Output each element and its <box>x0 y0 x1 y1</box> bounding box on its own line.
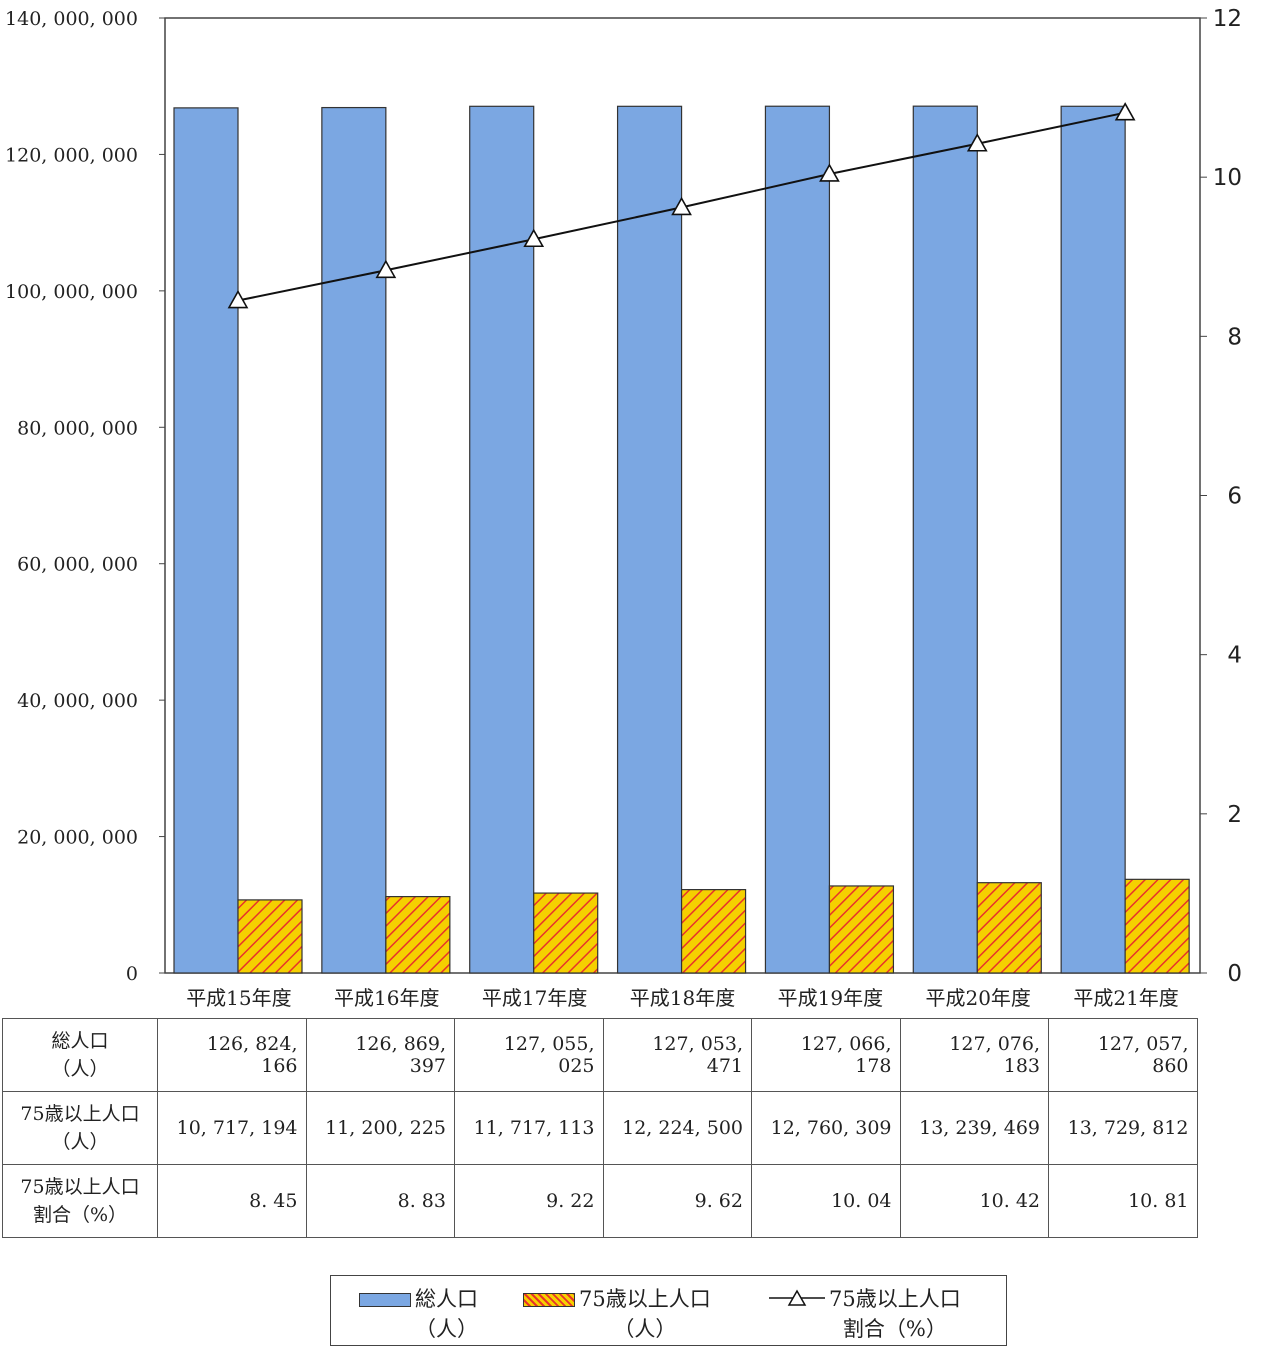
left-tick-label: 60, 000, 000 <box>17 554 138 576</box>
legend-label-ratio: 75歳以上人口 割合（%） <box>829 1287 961 1341</box>
left-tick-label: 0 <box>126 963 138 985</box>
right-tick-label: 10 <box>1213 165 1242 191</box>
bar-elderly <box>828 885 895 974</box>
table-cell: 127, 053, 471 <box>602 1018 752 1092</box>
right-tick-label: 12 <box>1213 6 1242 32</box>
category-label: 平成18年度 <box>630 986 735 1010</box>
table-cell: 10. 04 <box>751 1164 901 1238</box>
table-cell: 127, 055, 025 <box>454 1018 604 1092</box>
table-cell: 9. 22 <box>454 1164 604 1238</box>
table-row-header: 75歳以上人口 （人） <box>2 1091 158 1165</box>
table-row-header: 総人口 （人） <box>2 1018 158 1092</box>
legend-item-total: 総人口 （人） <box>359 1284 478 1344</box>
legend-swatch-total <box>359 1293 411 1307</box>
bar-elderly <box>237 899 303 974</box>
legend-swatch-ratio <box>769 1289 825 1306</box>
bar-total <box>764 105 831 974</box>
legend-label-total: 総人口 （人） <box>415 1287 478 1341</box>
ratio-point-marker <box>671 196 692 216</box>
table-cell: 12, 760, 309 <box>751 1091 901 1165</box>
table-row: 75歳以上人口 （人） 10, 717, 194 11, 200, 225 11, 7… <box>2 1091 1198 1165</box>
right-tick-label: 0 <box>1227 961 1242 987</box>
table-cell: 10, 717, 194 <box>157 1091 307 1165</box>
left-axis-ticks: 0 20, 000, 000 40, 000, 000 60, 000, 000 80,… <box>5 8 165 985</box>
left-tick-label: 100, 000, 000 <box>5 281 138 303</box>
category-label: 平成20年度 <box>925 986 1030 1010</box>
bar-elderly <box>680 889 747 974</box>
left-tick-label: 40, 000, 000 <box>17 690 138 712</box>
table-row: 総人口 （人） 126, 824, 166 126, 869, 397 127, 05… <box>2 1018 1198 1092</box>
category-label: 平成17年度 <box>482 986 587 1010</box>
table-cell: 10. 81 <box>1048 1164 1198 1238</box>
ratio-point-marker <box>819 163 840 182</box>
table-cell: 8. 45 <box>157 1164 307 1238</box>
legend: 総人口 （人） 75歳以上人口 （人） 75歳以上人口 割合（%） <box>330 1275 1007 1346</box>
table-cell: 11, 717, 113 <box>454 1091 604 1165</box>
table-cell: 8. 83 <box>305 1164 455 1238</box>
legend-item-ratio: 75歳以上人口 割合（%） <box>769 1284 961 1344</box>
left-tick-label: 80, 000, 000 <box>17 417 138 439</box>
table-cell: 10. 42 <box>899 1164 1049 1238</box>
table-row-header: 75歳以上人口 割合（%） <box>2 1164 158 1238</box>
left-tick-label: 20, 000, 000 <box>17 827 138 849</box>
table-cell: 12, 224, 500 <box>602 1091 752 1165</box>
table-cell: 127, 057, 860 <box>1048 1018 1198 1092</box>
combo-chart: 0 20, 000, 000 40, 000, 000 60, 000, 000 80,… <box>5 6 1242 1010</box>
category-labels: 平成15年度 平成16年度 平成17年度 平成18年度 平成19年度 平成20年度 平成21… <box>186 986 1179 1010</box>
category-label: 平成15年度 <box>186 986 291 1010</box>
category-label: 平成21年度 <box>1073 986 1178 1010</box>
table-cell: 11, 200, 225 <box>305 1091 455 1165</box>
bar-total <box>469 105 535 974</box>
right-tick-label: 2 <box>1227 802 1242 828</box>
right-tick-label: 6 <box>1227 484 1242 510</box>
legend-label-elderly: 75歳以上人口 （人） <box>579 1287 711 1341</box>
category-label: 平成19年度 <box>778 986 883 1010</box>
right-axis-ticks: 0 2 4 6 8 10 12 <box>1200 6 1242 987</box>
table-cell: 13, 729, 812 <box>1048 1091 1198 1165</box>
ratio-line-series <box>227 102 1136 309</box>
bar-elderly <box>533 892 599 974</box>
data-table: 総人口 （人） 126, 824, 166 126, 869, 397 127, 05… <box>2 1018 1198 1238</box>
bar-total <box>912 105 978 974</box>
legend-item-elderly: 75歳以上人口 （人） <box>523 1284 711 1344</box>
plot-area <box>164 17 1201 974</box>
ratio-point-marker <box>375 259 397 279</box>
bar-total <box>1060 105 1126 974</box>
bar-elderly <box>1124 878 1190 974</box>
bar-total <box>616 105 683 974</box>
table-cell: 127, 066, 178 <box>751 1018 901 1092</box>
ratio-point-marker <box>523 228 545 248</box>
table-cell: 127, 076, 183 <box>899 1018 1049 1092</box>
category-label: 平成16年度 <box>334 986 439 1010</box>
bar-elderly <box>385 895 451 974</box>
ratio-point-marker <box>1114 102 1136 121</box>
left-tick-label: 120, 000, 000 <box>5 144 138 166</box>
left-tick-label: 140, 000, 000 <box>5 8 138 30</box>
bar-series <box>173 105 1190 974</box>
table-cell: 126, 824, 166 <box>157 1018 307 1092</box>
bar-elderly <box>976 882 1042 974</box>
table-row: 75歳以上人口 割合（%） 8. 45 8. 83 9. 22 9. 62 10. 04 1… <box>2 1164 1198 1238</box>
bar-total <box>173 107 239 974</box>
right-tick-label: 8 <box>1227 324 1242 350</box>
ratio-point-marker <box>227 289 249 309</box>
legend-swatch-elderly <box>523 1293 575 1307</box>
table-cell: 126, 869, 397 <box>305 1018 455 1092</box>
table-cell: 13, 239, 469 <box>899 1091 1049 1165</box>
ratio-point-marker <box>966 133 988 152</box>
table-cell: 9. 62 <box>602 1164 752 1238</box>
right-tick-label: 4 <box>1227 643 1242 669</box>
bar-total <box>321 106 387 974</box>
